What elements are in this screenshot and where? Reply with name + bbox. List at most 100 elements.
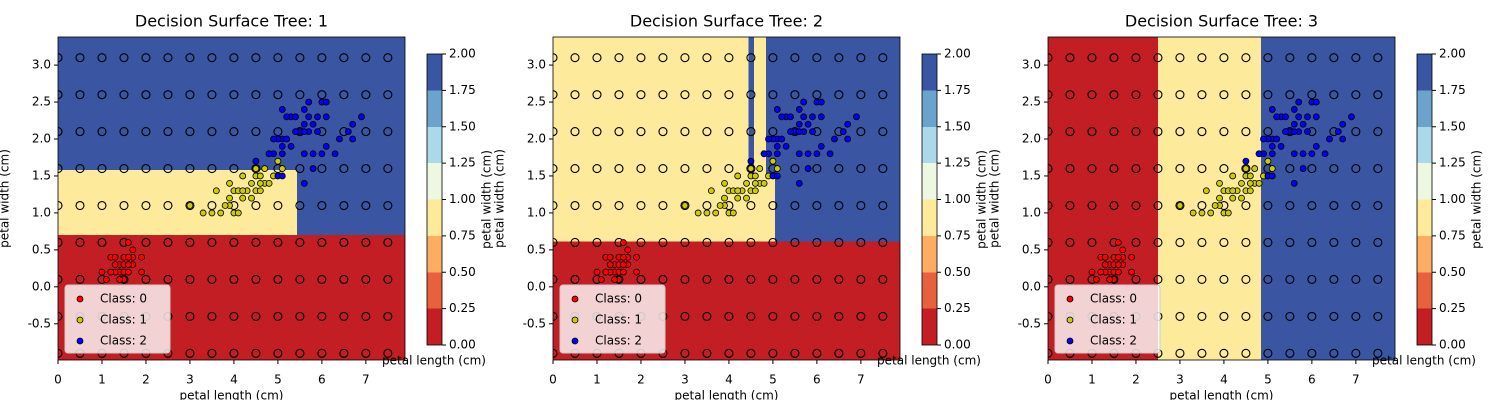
mesh-point — [185, 53, 195, 63]
data-point — [138, 268, 145, 276]
mesh-point — [361, 127, 371, 137]
data-point — [602, 268, 610, 276]
y-tick-label: -0.5 — [523, 316, 546, 330]
data-point — [716, 202, 724, 209]
data-point — [1321, 150, 1329, 158]
mesh-point — [834, 348, 844, 358]
mesh-point — [680, 127, 690, 137]
data-point — [111, 261, 119, 269]
data-point — [619, 239, 627, 246]
data-point — [1348, 113, 1355, 121]
mesh-point — [1263, 274, 1273, 284]
mesh-point — [1153, 237, 1163, 248]
mesh-point — [553, 164, 558, 174]
mesh-point — [1373, 348, 1383, 358]
mesh-point — [614, 127, 624, 137]
data-point — [226, 194, 233, 202]
data-point — [813, 150, 821, 158]
mesh-point — [361, 164, 371, 174]
mesh-point — [790, 311, 800, 321]
data-point — [1101, 253, 1109, 261]
mesh-point — [229, 348, 239, 358]
data-point — [208, 209, 216, 217]
mesh-point — [251, 311, 261, 321]
mesh-point — [834, 53, 844, 63]
plot-area — [58, 37, 405, 360]
data-point — [212, 187, 220, 195]
x-tick-label: 1 — [593, 373, 601, 387]
mesh-point — [141, 164, 151, 174]
data-point — [787, 128, 794, 136]
colorbar-xlabel: petal length (cm) — [1372, 354, 1476, 368]
mesh-point — [553, 274, 558, 284]
mesh-point — [383, 311, 393, 321]
legend-swatch — [1066, 337, 1074, 345]
mesh-point — [273, 348, 283, 358]
data-point — [1282, 113, 1289, 121]
x-tick-label: 0 — [54, 373, 62, 387]
mesh-point — [1219, 311, 1229, 321]
mesh-point — [1219, 164, 1229, 174]
data-point — [1119, 246, 1127, 254]
data-point — [322, 142, 330, 150]
data-point — [809, 128, 816, 136]
mesh-point — [1048, 311, 1053, 321]
data-point — [611, 276, 618, 283]
mesh-point — [1373, 200, 1383, 211]
mesh-point — [339, 53, 349, 63]
data-point — [256, 187, 264, 195]
data-point — [217, 209, 225, 217]
mesh-point — [229, 311, 239, 321]
legend-swatch — [76, 316, 84, 324]
mesh-point — [1351, 311, 1361, 321]
data-point — [283, 135, 291, 143]
colorbar-tick-label: 0.50 — [944, 265, 971, 279]
mesh-point — [207, 237, 217, 248]
mesh-point — [878, 237, 888, 248]
data-point — [619, 261, 627, 269]
mesh-point — [1175, 164, 1185, 174]
data-point — [633, 253, 640, 261]
mesh-point — [339, 274, 349, 284]
data-point — [1114, 261, 1122, 269]
colorbar-tick-label: 0.25 — [449, 301, 476, 315]
y-tick-label: 0.5 — [32, 242, 51, 256]
mesh-point — [185, 164, 195, 174]
data-point — [199, 209, 207, 217]
data-point — [1290, 106, 1298, 113]
mesh-point — [58, 127, 63, 137]
mesh-point — [1131, 164, 1141, 174]
colorbar-level — [1417, 308, 1432, 345]
mesh-point — [702, 53, 712, 63]
data-point — [221, 202, 229, 209]
mesh-point — [1197, 90, 1207, 100]
mesh-point — [1285, 237, 1295, 248]
mesh-point — [1065, 53, 1075, 63]
mesh-point — [1373, 90, 1383, 100]
mesh-point — [658, 200, 668, 211]
legend-swatch — [571, 337, 579, 345]
data-point — [300, 120, 308, 128]
colorbar-level — [427, 272, 442, 309]
y-tick-label: 1.5 — [1022, 168, 1041, 182]
mesh-point — [812, 237, 822, 248]
data-point — [1101, 261, 1109, 269]
mesh-point — [361, 274, 371, 284]
mesh-point — [1329, 90, 1339, 100]
colorbar-level — [1417, 90, 1432, 127]
y-tick-label: 1.0 — [32, 205, 51, 219]
data-point — [1216, 194, 1223, 202]
data-point — [292, 113, 299, 121]
legend-label: Class: 0 — [595, 292, 642, 306]
mesh-point — [553, 237, 558, 248]
data-point — [1255, 179, 1263, 187]
mesh-point — [768, 348, 778, 358]
data-point — [292, 128, 299, 136]
legend-label: Class: 1 — [1090, 313, 1137, 327]
y-tick-label: 3.0 — [32, 58, 51, 72]
mesh-point — [207, 53, 217, 63]
data-point — [1128, 268, 1135, 276]
mesh-point — [1373, 274, 1383, 284]
mesh-point — [185, 274, 195, 284]
data-point — [1273, 113, 1281, 121]
